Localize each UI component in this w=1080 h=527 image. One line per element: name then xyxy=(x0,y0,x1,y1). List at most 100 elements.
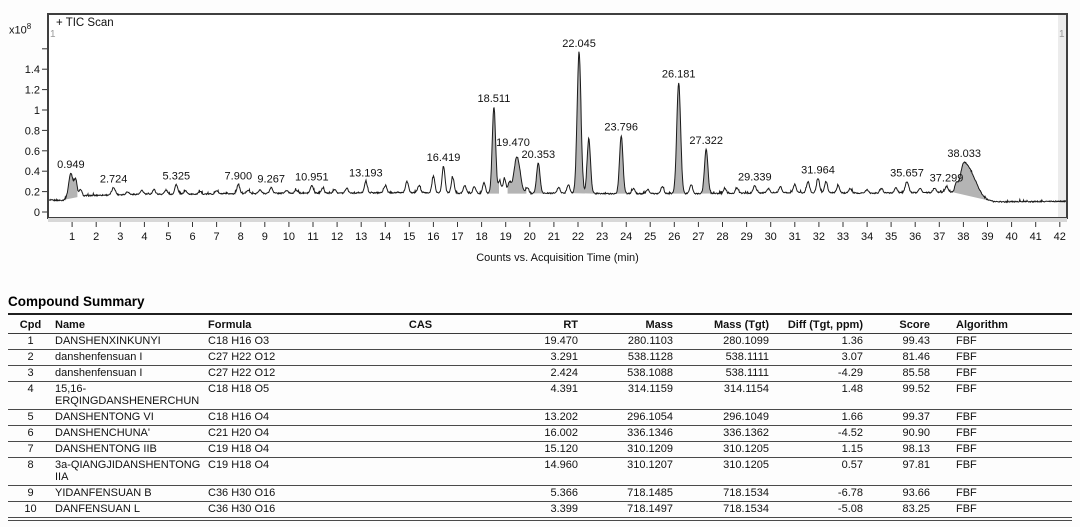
x-tick-label: 10 xyxy=(283,231,295,243)
cell-score: 99.43 xyxy=(902,335,930,347)
table-row[interactable]: 3 danshenfensuan I C27 H22 O12 2.424 538.108… xyxy=(8,366,1072,382)
table-row[interactable]: 4 15,16-ERQINGDANSHENERCHUN C18 H18 O5 4.39… xyxy=(8,382,1072,410)
cell-mass: 280.1103 xyxy=(627,335,673,347)
y-tick-label: 1.4 xyxy=(25,64,40,76)
cell-rt: 15.120 xyxy=(544,443,578,455)
cell-algorithm: FBF xyxy=(956,411,977,423)
cell-mass_tgt: 314.1154 xyxy=(723,383,769,395)
table-row[interactable]: 2 danshenfensuan I C27 H22 O12 3.291 538.112… xyxy=(8,350,1072,366)
tic-trace xyxy=(48,51,1067,204)
x-tick-label: 17 xyxy=(451,231,463,243)
cell-mass: 296.1054 xyxy=(627,411,673,423)
cell-mass_tgt: 538.1111 xyxy=(725,367,769,379)
cell-cas xyxy=(350,442,491,458)
cell-diff: 3.07 xyxy=(841,351,863,363)
cell-rt: 13.202 xyxy=(544,411,578,423)
y-tick-label: 0.8 xyxy=(25,125,40,137)
cell-formula: C19 H18 O4 xyxy=(208,443,270,455)
cell-cas xyxy=(350,350,491,366)
cell-formula: C27 H22 O12 xyxy=(208,351,276,363)
x-tick-label: 31 xyxy=(789,231,801,243)
peak-label: 37.299 xyxy=(930,173,964,185)
cell-cpd: 8 xyxy=(27,459,34,471)
right-edge-strip xyxy=(1058,15,1066,217)
cell-mass_tgt: 310.1205 xyxy=(723,443,769,455)
column-header-score[interactable]: Score xyxy=(865,316,932,334)
peak-label: 18.511 xyxy=(477,93,510,105)
cell-algorithm: FBF xyxy=(956,459,977,471)
peak-label: 20.353 xyxy=(521,149,555,161)
column-header-cas[interactable]: CAS xyxy=(350,316,491,334)
cell-diff: -6.78 xyxy=(837,487,863,499)
table-row[interactable]: 1 DANSHENXINKUNYI C18 H16 O3 19.470 280.1103… xyxy=(8,334,1072,350)
cell-rt: 16.002 xyxy=(544,427,578,439)
table-row[interactable]: 5 DANSHENTONG VI C18 H16 O4 13.202 296.1054 2… xyxy=(8,410,1072,426)
column-header-mass_tgt[interactable]: Mass (Tgt) xyxy=(675,316,771,334)
cell-mass_tgt: 718.1534 xyxy=(723,503,769,515)
cell-score: 99.37 xyxy=(902,411,930,423)
chromatogram-plot[interactable]: 0.949 2.724 5.325 7.900 9.267 10.951 13.193 16.… xyxy=(0,0,1080,248)
x-tick-label: 5 xyxy=(165,231,171,243)
column-header-cpd[interactable]: Cpd xyxy=(8,316,53,334)
x-tick-label: 27 xyxy=(692,231,704,243)
x-tick-label: 33 xyxy=(837,231,849,243)
peak-label: 31.964 xyxy=(801,164,835,176)
table-title: Compound Summary xyxy=(8,294,1072,315)
compound-summary-table: Cpd Name Formula CAS RT Mass Mass (Tgt) Diff (T… xyxy=(8,316,1072,518)
cell-diff: 1.48 xyxy=(841,383,863,395)
cell-formula: C27 H22 O12 xyxy=(208,367,276,379)
table-row[interactable]: 7 DANSHENTONG IIB C19 H18 O4 15.120 310.1209… xyxy=(8,442,1072,458)
y-axis-unit-label: x108 xyxy=(9,22,32,37)
peak-label: 5.325 xyxy=(163,171,191,183)
x-tick-label: 11 xyxy=(307,231,318,243)
x-tick-label: 25 xyxy=(644,231,656,243)
x-tick-label: 32 xyxy=(813,231,825,243)
pane-marker-right: 1 xyxy=(1059,29,1065,40)
cell-name: 15,16-ERQINGDANSHENERCHUN xyxy=(55,383,200,407)
column-header-algorithm[interactable]: Algorithm xyxy=(932,316,1072,334)
pane-marker-left: 1 xyxy=(50,29,56,40)
x-tick-label: 12 xyxy=(331,231,343,243)
cell-algorithm: FBF xyxy=(956,383,977,395)
x-tick-label: 26 xyxy=(668,231,680,243)
y-tick-label: 0 xyxy=(34,207,40,219)
x-tick-label: 6 xyxy=(189,231,195,243)
x-tick-label: 28 xyxy=(716,231,728,243)
cell-algorithm: FBF xyxy=(956,487,977,499)
x-tick-label: 41 xyxy=(1030,231,1042,243)
cell-formula: C18 H18 O5 xyxy=(208,383,270,395)
column-header-mass[interactable]: Mass xyxy=(580,316,675,334)
cell-mass: 538.1128 xyxy=(627,351,673,363)
y-tick-label: 0.2 xyxy=(25,187,40,199)
x-tick-label: 16 xyxy=(427,231,439,243)
column-header-formula[interactable]: Formula xyxy=(206,316,350,334)
cell-mass_tgt: 718.1534 xyxy=(723,487,769,499)
cell-rt: 4.391 xyxy=(550,383,578,395)
x-tick-label: 35 xyxy=(885,231,897,243)
column-header-name[interactable]: Name xyxy=(53,316,206,334)
x-tick-label: 1 xyxy=(69,231,75,243)
cell-cas xyxy=(350,366,491,382)
peak-label: 26.181 xyxy=(662,69,696,81)
cell-formula: C19 H18 O4 xyxy=(208,459,270,471)
table-row[interactable]: 8 3a-QIANGJIDANSHENTONG IIA C19 H18 O4 14.9… xyxy=(8,458,1072,486)
cell-score: 83.25 xyxy=(902,503,930,515)
x-tick-label: 29 xyxy=(740,231,752,243)
cell-score: 99.52 xyxy=(902,383,930,395)
peak-label: 22.045 xyxy=(562,38,596,50)
table-row[interactable]: 9 YIDANFENSUAN B C36 H30 O16 5.366 718.1485 7… xyxy=(8,486,1072,502)
column-header-diff[interactable]: Diff (Tgt, ppm) xyxy=(771,316,865,334)
x-tick-label: 2 xyxy=(93,231,99,243)
cell-mass: 718.1485 xyxy=(627,487,673,499)
table-row[interactable]: 10 DANFENSUAN L C36 H30 O16 3.399 718.1497 71… xyxy=(8,502,1072,518)
x-tick-label: 4 xyxy=(141,231,147,243)
cell-cpd: 9 xyxy=(27,487,34,499)
y-tick-label: 1 xyxy=(34,105,40,117)
x-tick-label: 42 xyxy=(1054,231,1066,243)
cell-name: DANFENSUAN L xyxy=(55,503,140,515)
peak-label: 23.796 xyxy=(604,122,638,134)
column-header-rt[interactable]: RT xyxy=(491,316,580,334)
cell-name: DANSHENCHUNA' xyxy=(55,427,150,439)
cell-rt: 2.424 xyxy=(550,367,578,379)
table-row[interactable]: 6 DANSHENCHUNA' C21 H20 O4 16.002 336.1346 33… xyxy=(8,426,1072,442)
